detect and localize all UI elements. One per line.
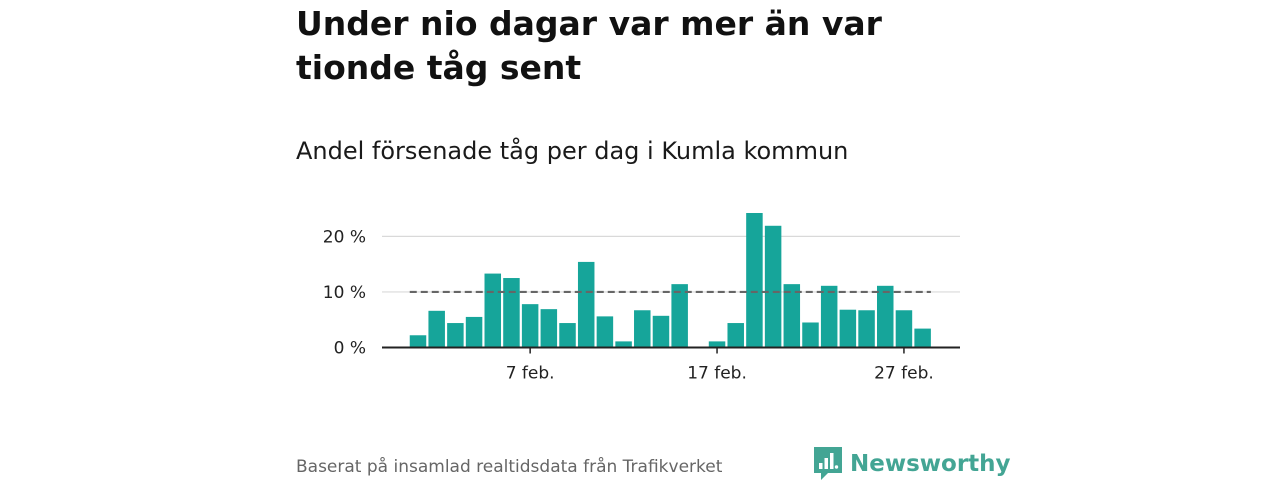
bar xyxy=(409,335,427,348)
bar-chart: 0 % 10 % 20 % 7 feb. 17 feb. 27 feb. xyxy=(323,213,960,384)
bar xyxy=(783,284,801,348)
x-tick-label: 27 feb. xyxy=(874,364,934,384)
y-tick-label: 0 % xyxy=(334,339,366,359)
bar xyxy=(895,310,913,348)
chart-card: Under nio dagar var mer än var tionde tå… xyxy=(296,0,1011,480)
bar xyxy=(764,225,782,348)
y-tick-label: 10 % xyxy=(323,283,366,303)
chart-subtitle: Andel försenade tåg per dag i Kumla komm… xyxy=(296,137,849,165)
bar xyxy=(820,285,838,348)
bar xyxy=(802,322,819,348)
x-tick-label: 17 feb. xyxy=(687,364,747,384)
y-tick-label: 20 % xyxy=(323,227,366,247)
bar xyxy=(839,309,857,348)
brand-name: Newsworthy xyxy=(850,451,1011,477)
bar xyxy=(727,323,744,348)
bar xyxy=(465,316,483,348)
chart-title: Under nio dagar var mer än var tionde tå… xyxy=(296,4,882,87)
bar xyxy=(447,323,464,348)
bar xyxy=(914,328,931,348)
source-note: Baserat på insamlad realtidsdata från Tr… xyxy=(296,457,723,477)
x-tick-label: 7 feb. xyxy=(506,364,555,384)
bar xyxy=(634,310,651,348)
bar xyxy=(877,285,894,348)
bar xyxy=(652,315,670,348)
bar xyxy=(559,323,576,348)
bar xyxy=(540,309,558,348)
newsworthy-logo-icon xyxy=(814,447,842,480)
brand: Newsworthy xyxy=(814,447,1011,481)
bar xyxy=(521,304,539,348)
bar xyxy=(746,213,763,348)
bar xyxy=(484,273,502,348)
bar xyxy=(858,310,875,348)
bar xyxy=(503,278,520,348)
bar xyxy=(708,341,726,348)
bar xyxy=(428,310,445,348)
bar xyxy=(577,261,595,348)
bar xyxy=(596,316,614,348)
bar xyxy=(671,284,688,348)
bar xyxy=(615,341,632,348)
